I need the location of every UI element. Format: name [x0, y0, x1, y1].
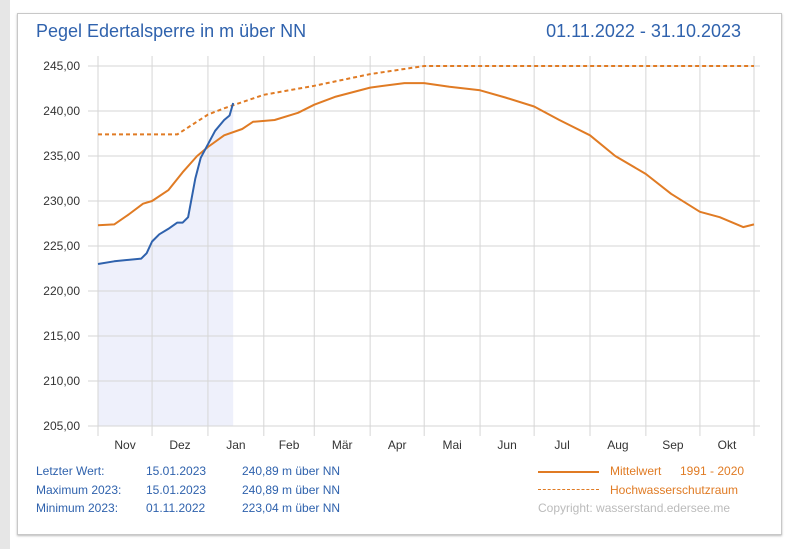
legend-flood-label: Hochwasserschutzraum: [610, 483, 739, 497]
info-date: 15.01.2023: [146, 464, 207, 478]
flood-protection-line: [98, 65, 754, 136]
mean-line: [97, 82, 755, 229]
y-tick-label: 245,00: [43, 59, 80, 73]
y-tick-label: 240,00: [43, 104, 80, 118]
y-tick-label: 220,00: [43, 284, 80, 298]
x-tick-label: Nov: [114, 438, 135, 452]
chart-title: Pegel Edertalsperre in m über NN: [36, 21, 307, 41]
y-tick-label: 235,00: [43, 149, 80, 163]
y-tick-label: 230,00: [43, 194, 80, 208]
x-tick-label: Apr: [388, 438, 407, 452]
x-tick-label: Aug: [607, 438, 628, 452]
copyright: Copyright: wasserstand.edersee.me: [538, 501, 731, 515]
x-tick-label: Okt: [718, 438, 737, 452]
page-margin: [0, 0, 10, 549]
x-tick-label: Mai: [442, 438, 461, 452]
y-tick-label: 225,00: [43, 239, 80, 253]
legend-mean-period: 1991 - 2020: [680, 464, 745, 478]
legend-mean-label: Mittelwert: [610, 464, 662, 478]
y-tick-label: 210,00: [43, 374, 80, 388]
x-tick-label: Jul: [554, 438, 569, 452]
info-value: 223,04 m über NN: [242, 501, 341, 515]
info-value: 240,89 m über NN: [242, 464, 341, 478]
x-tick-label: Feb: [279, 438, 300, 452]
info-label: Maximum 2023:: [36, 483, 122, 497]
info-label: Letzter Wert:: [36, 464, 105, 478]
y-tick-label: 215,00: [43, 329, 80, 343]
info-date: 15.01.2023: [146, 483, 207, 497]
legend-dashed-line: [538, 489, 599, 490]
legend-solid-line: [538, 471, 599, 473]
x-tick-label: Dez: [169, 438, 190, 452]
info-label: Minimum 2023:: [36, 501, 119, 515]
date-range: 01.11.2022 - 31.10.2023: [546, 21, 741, 41]
y-tick-label: 205,00: [43, 419, 80, 433]
water-level-line: [97, 102, 235, 265]
info-date: 01.11.2022: [146, 501, 206, 515]
info-value: 240,89 m über NN: [242, 483, 341, 497]
x-tick-label: Jan: [226, 438, 245, 452]
area-fill: [98, 102, 234, 427]
x-tick-label: Sep: [662, 438, 684, 452]
x-tick-label: Jun: [497, 438, 516, 452]
x-tick-label: Mär: [332, 438, 353, 452]
